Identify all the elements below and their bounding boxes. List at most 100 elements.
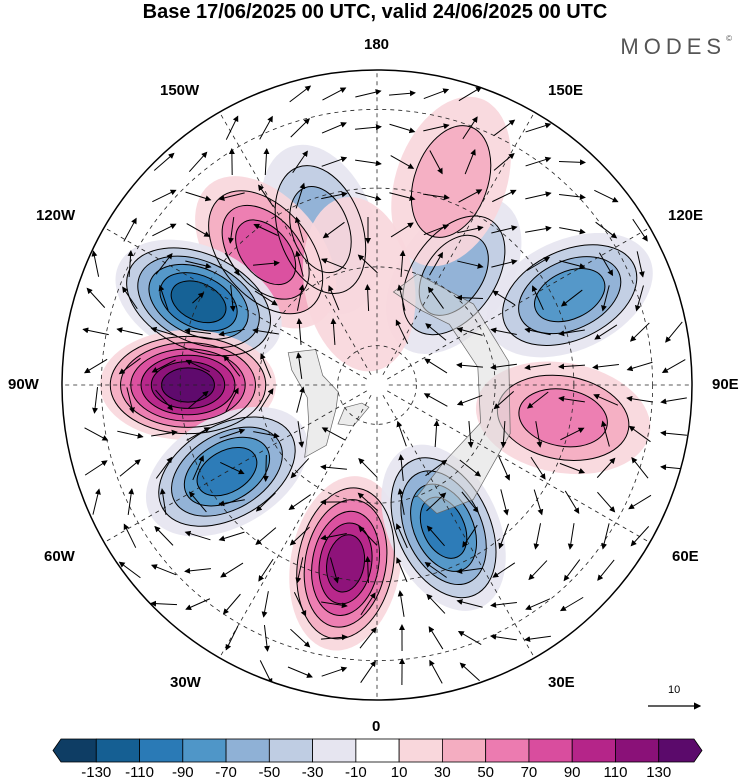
colorbar-label: -70 bbox=[215, 764, 237, 781]
wind-arrow bbox=[424, 358, 448, 374]
lon-label-120e: 120E bbox=[668, 207, 704, 224]
wind-arrow bbox=[567, 523, 575, 550]
wind-arrow bbox=[225, 115, 239, 140]
wind-arrow bbox=[456, 362, 483, 369]
wind-arrow bbox=[83, 358, 108, 374]
wind-arrow bbox=[258, 184, 274, 208]
meridian-line bbox=[387, 223, 657, 380]
wind-arrow bbox=[253, 223, 278, 236]
lon-label-0: 0 bbox=[372, 718, 381, 735]
wind-vectors bbox=[82, 85, 687, 686]
wind-arrow bbox=[594, 189, 619, 203]
brand-logo: MODES© bbox=[620, 34, 732, 60]
colorbar-label: 30 bbox=[434, 764, 451, 781]
wind-arrow bbox=[492, 562, 516, 578]
wind-arrow bbox=[530, 456, 546, 480]
wind-arrow bbox=[493, 390, 515, 410]
wind-arrow bbox=[364, 556, 371, 584]
wind-arrow bbox=[492, 189, 517, 203]
wind-arrow bbox=[563, 559, 581, 582]
wind-arrow bbox=[456, 567, 483, 575]
wind-arrow bbox=[292, 150, 308, 174]
colorbar-bin bbox=[52, 738, 97, 763]
anomaly-band bbox=[534, 268, 605, 322]
wind-arrow bbox=[661, 359, 686, 373]
wind-arrow bbox=[293, 592, 307, 617]
wind-arrow bbox=[456, 599, 483, 608]
wind-arrow bbox=[358, 525, 378, 546]
colorbar-bin bbox=[571, 738, 616, 763]
colorbar-bin bbox=[528, 738, 573, 763]
colorbar-bin bbox=[95, 738, 140, 763]
wind-arrow bbox=[564, 490, 580, 514]
wind-arrow bbox=[220, 461, 245, 475]
streamline-contour bbox=[120, 342, 256, 428]
graticule bbox=[62, 70, 692, 700]
wind-arrow bbox=[127, 488, 135, 515]
wind-arrow bbox=[660, 397, 687, 405]
wind-arrow bbox=[290, 628, 311, 648]
wind-arrow bbox=[598, 252, 614, 277]
wind-arrow bbox=[184, 530, 211, 541]
wind-arrow bbox=[252, 327, 279, 335]
wind-arrow bbox=[185, 260, 212, 269]
wind-arrow bbox=[92, 488, 101, 515]
wind-arrow bbox=[218, 499, 245, 507]
lon-label-150e: 150E bbox=[548, 82, 584, 99]
colorbar-label: -50 bbox=[258, 764, 281, 781]
wind-arrow bbox=[254, 290, 278, 306]
wind-arrow bbox=[229, 285, 236, 312]
wind-arrow bbox=[355, 124, 382, 131]
wind-arrow bbox=[153, 152, 175, 171]
wind-arrow bbox=[424, 561, 447, 578]
wind-arrow bbox=[525, 598, 551, 610]
wind-arrow bbox=[397, 590, 405, 617]
wind-arrow bbox=[397, 284, 406, 311]
streamline-contour bbox=[390, 457, 497, 599]
wind-arrow bbox=[395, 319, 409, 344]
wind-arrow bbox=[261, 591, 269, 618]
lon-label-30e: 30E bbox=[548, 674, 575, 691]
wind-arrow bbox=[159, 488, 167, 515]
wind-arrow bbox=[188, 151, 208, 173]
wind-arrow bbox=[186, 223, 211, 237]
wind-arrow bbox=[427, 286, 444, 309]
wind-arrow bbox=[631, 457, 649, 479]
wind-arrow bbox=[493, 119, 516, 137]
latitude-circle bbox=[100, 108, 654, 662]
wind-arrow bbox=[184, 567, 211, 574]
colorbar-label: -10 bbox=[345, 764, 367, 781]
wind-arrow bbox=[82, 327, 109, 336]
wind-arrow bbox=[123, 523, 137, 548]
contour-layer bbox=[109, 125, 638, 640]
wind-arrow bbox=[398, 454, 405, 481]
wind-arrow bbox=[290, 458, 310, 479]
wind-arrow bbox=[423, 393, 448, 407]
wind-arrow bbox=[122, 286, 138, 310]
wind-arrow bbox=[297, 421, 305, 448]
streamline-contour bbox=[502, 244, 638, 346]
wind-arrow bbox=[295, 250, 304, 277]
wind-arrow bbox=[425, 459, 448, 477]
wind-arrow bbox=[320, 258, 347, 270]
wind-arrow bbox=[187, 390, 209, 409]
lon-label-60w: 60W bbox=[44, 548, 75, 565]
wind-arrow bbox=[660, 430, 687, 437]
lon-label-30w: 30W bbox=[170, 674, 201, 691]
wind-arrow bbox=[321, 427, 346, 441]
anomaly-band bbox=[235, 220, 296, 285]
wind-arrow bbox=[560, 427, 585, 441]
wind-arrow bbox=[150, 564, 177, 576]
wind-arrow bbox=[399, 250, 406, 278]
streamline-contour bbox=[534, 268, 606, 323]
wind-arrow bbox=[525, 191, 552, 200]
wind-arrow bbox=[593, 394, 619, 406]
wind-arrow bbox=[328, 285, 340, 311]
wind-arrow bbox=[151, 359, 176, 373]
anomaly-band bbox=[518, 388, 608, 447]
streamline-contour bbox=[235, 219, 297, 286]
wind-arrow bbox=[524, 327, 551, 336]
wind-arrow bbox=[490, 363, 517, 371]
wind-arrow bbox=[321, 666, 348, 677]
anomaly-layer bbox=[100, 96, 653, 651]
